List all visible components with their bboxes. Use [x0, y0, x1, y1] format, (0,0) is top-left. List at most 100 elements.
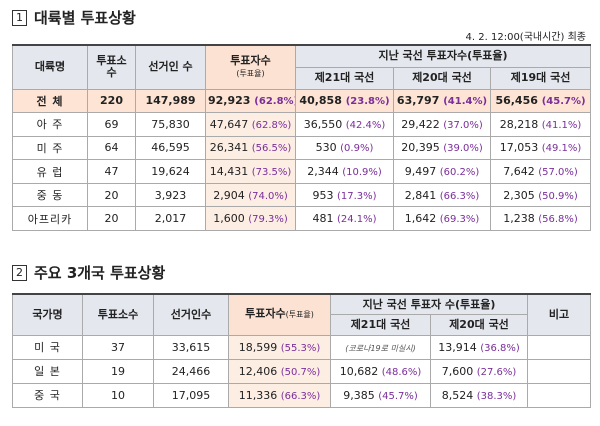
stations-cell: 47 — [87, 159, 136, 184]
section-title: 2 주요 3개국 투표상황 — [12, 262, 165, 283]
count: 56,456 — [495, 94, 538, 108]
value-cell: 9,385 (45.7%) — [330, 382, 431, 408]
name-cell: 전 체 — [12, 88, 88, 114]
table-head: 국가명 투표소수 선거인수 투표자수(투표율) 지난 국선 투표자 수(투표율)… — [12, 293, 591, 336]
header-cell: 선거인 수 — [135, 44, 206, 90]
value-cell: (코로나19로 미실시) — [330, 334, 431, 360]
header-cell: 국가명 — [12, 293, 83, 336]
value-cell: 2,841 (66.3%) — [393, 182, 491, 208]
value-cell: 47,647 (62.8%) — [205, 112, 296, 137]
table-row: 아 주 69 75,830 47,647 (62.8%) 36,550 (42.4%) 2… — [12, 112, 592, 137]
rate: (69.3%) — [439, 214, 480, 226]
value-cell: 92,923 (62.8%) — [205, 88, 296, 114]
value-cell: 10,682 (48.6%) — [330, 358, 431, 384]
value-cell: 1,600 (79.3%) — [205, 206, 296, 232]
rate: (27.6%) — [476, 366, 517, 378]
header-cell: 대륙명 — [12, 44, 88, 90]
section-number: 2 — [12, 264, 27, 281]
value-cell: 7,642 (57.0%) — [489, 159, 592, 184]
table-head: 대륙명 투표소 수 선거인 수 투표자수 (투표율) 지난 국선 투표자수(투표율… — [12, 44, 592, 90]
value-cell: 20,395 (39.0%) — [393, 135, 491, 161]
table-row: 중 동 20 3,923 2,904 (74.0%) 953 (17.3%) 2,841 … — [12, 182, 592, 208]
value-cell: 8,524 (38.3%) — [430, 382, 528, 408]
rate: (41.1%) — [541, 119, 582, 131]
rate: (10.9%) — [342, 167, 382, 179]
rate: (56.5%) — [251, 143, 292, 155]
value-cell: 56,456 (45.7%) — [489, 88, 592, 114]
header-cell: 선거인수 — [153, 293, 229, 336]
stations-cell: 69 — [87, 112, 136, 137]
table-row: 아프리카 20 2,017 1,600 (79.3%) 481 (24.1%) 1,642… — [12, 206, 592, 232]
value-cell: 2,344 (10.9%) — [295, 159, 394, 184]
count: 11,336 — [238, 388, 278, 402]
value-cell: 13,914 (36.8%) — [430, 334, 528, 360]
count: 26,341 — [209, 141, 249, 155]
header-cell: 투표소수 — [82, 293, 154, 336]
rate: (66.3%) — [439, 190, 480, 202]
electors-cell: 3,923 — [135, 182, 206, 208]
count: 20,395 — [401, 141, 440, 155]
header-row: 대륙명 투표소 수 선거인 수 투표자수 (투표율) 지난 국선 투표자수(투표율… — [12, 44, 592, 90]
table-row: 미 주 64 46,595 26,341 (56.5%) 530 (0.9%) 20,39… — [12, 135, 592, 161]
stations-cell: 37 — [82, 334, 154, 360]
rate: (57.0%) — [538, 167, 578, 179]
electors-cell: 147,989 — [135, 88, 206, 114]
stations-cell: 20 — [87, 182, 136, 208]
table-row: 미 국 37 33,615 18,599 (55.3%) (코로나19로 미실시) 13,… — [12, 334, 591, 360]
country-table: 국가명 투표소수 선거인수 투표자수(투표율) 지난 국선 투표자 수(투표율)… — [12, 293, 591, 408]
value-cell: 953 (17.3%) — [295, 182, 394, 208]
header-text: 투표자수 — [245, 307, 286, 321]
header-cell: 비고 — [527, 293, 591, 336]
remarks-cell — [527, 358, 591, 384]
value-cell: 2,305 (50.9%) — [489, 182, 592, 208]
value-cell: 1,642 (69.3%) — [393, 206, 491, 232]
count: 18,599 — [238, 340, 278, 354]
count: 29,422 — [401, 117, 440, 131]
table-body: 미 국 37 33,615 18,599 (55.3%) (코로나19로 미실시) 13,… — [12, 334, 591, 408]
count: 17,053 — [499, 141, 539, 155]
time-note: 4. 2. 12:00(국내시간) 최종 — [465, 32, 586, 43]
rate: (23.8%) — [345, 96, 390, 108]
value-cell: 14,431 (73.5%) — [205, 159, 296, 184]
electors-cell: 19,624 — [135, 159, 206, 184]
table-row: 일 본 19 24,466 12,406 (50.7%) 10,682 (48.6%) 7… — [12, 358, 591, 384]
rate: (0.9%) — [340, 143, 374, 155]
rate: (24.1%) — [336, 214, 377, 226]
count: 47,647 — [209, 117, 249, 131]
table-row: 중 국 10 17,095 11,336 (66.3%) 9,385 (45.7%) 8,… — [12, 382, 591, 408]
name-cell: 중 동 — [12, 182, 88, 208]
count: 28,218 — [499, 117, 539, 131]
rate: (38.3%) — [476, 390, 517, 402]
name-cell: 아프리카 — [12, 206, 88, 232]
value-cell: 63,797 (41.4%) — [393, 88, 491, 114]
section-number: 1 — [12, 9, 27, 26]
rate: (42.4%) — [345, 119, 386, 131]
value-cell: 2,904 (74.0%) — [205, 182, 296, 208]
count: 953 — [312, 188, 334, 202]
count: 2,904 — [213, 188, 245, 202]
name-cell: 아 주 — [12, 112, 88, 137]
count: 12,406 — [238, 364, 278, 378]
stations-cell: 220 — [87, 88, 136, 114]
rate: (79.3%) — [248, 214, 288, 226]
header-cell: 제21대 국선 — [295, 66, 394, 90]
count: 530 — [315, 141, 337, 155]
count: 7,600 — [441, 364, 474, 378]
rate: (45.7%) — [541, 96, 586, 108]
name-cell: 유 럽 — [12, 159, 88, 184]
value-cell: 18,599 (55.3%) — [228, 334, 331, 360]
header-sub: (투표율) — [236, 68, 265, 78]
header-cell: 투표소 수 — [87, 44, 136, 90]
header-row: 국가명 투표소수 선거인수 투표자수(투표율) 지난 국선 투표자 수(투표율)… — [12, 293, 591, 336]
header-cell: 투표자수(투표율) — [205, 44, 296, 90]
name-cell: 미 주 — [12, 135, 88, 161]
rate: (17.3%) — [336, 190, 377, 202]
header-text: 투표자수 — [230, 53, 271, 67]
rate: (74.0%) — [248, 190, 288, 202]
header-cell: 지난 국선 투표자 수(투표율) — [330, 293, 528, 315]
rate: (50.9%) — [538, 190, 578, 202]
count: 9,497 — [404, 165, 437, 179]
stations-cell: 10 — [82, 382, 154, 408]
